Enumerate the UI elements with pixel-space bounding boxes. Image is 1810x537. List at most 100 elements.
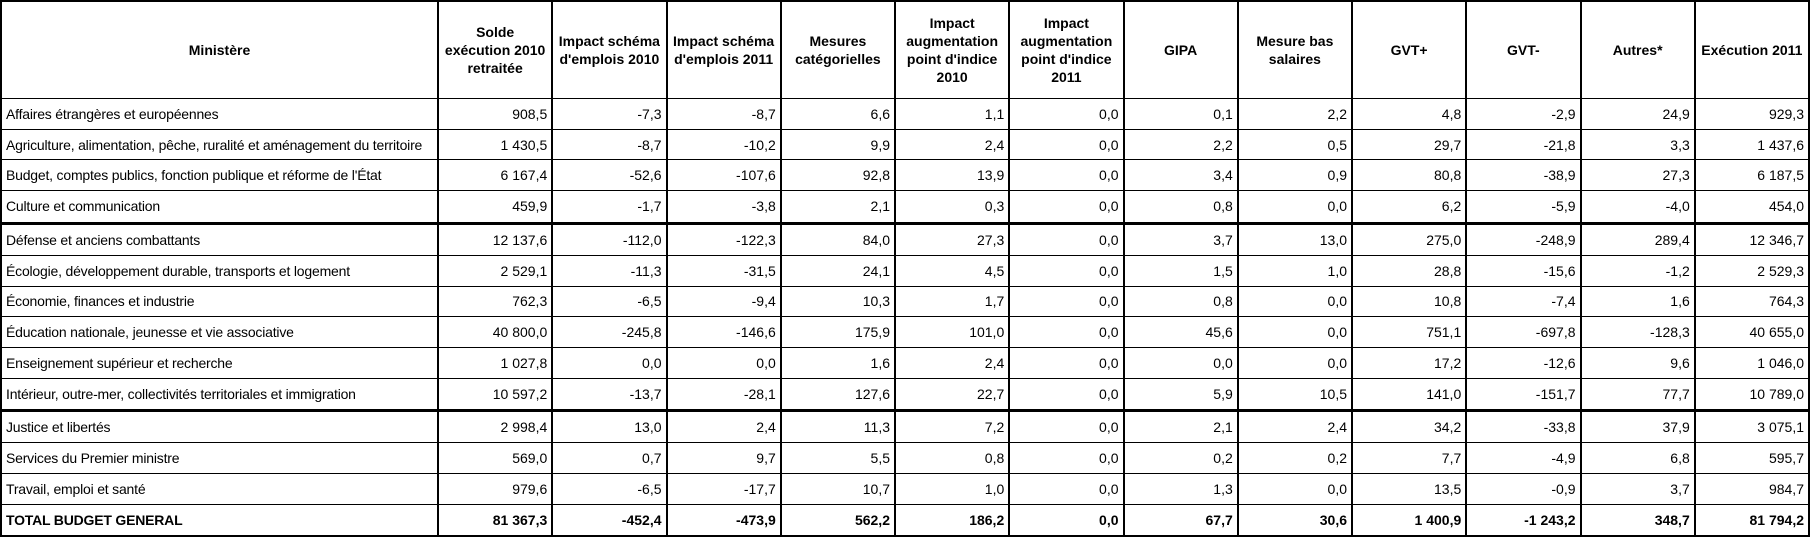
value-cell: -9,4 <box>665 285 782 318</box>
ministry-name-cell: Budget, comptes publics, fonction publiq… <box>0 159 439 192</box>
column-header-12: Exécution 2011 <box>1693 0 1810 99</box>
value-cell: 0,7 <box>551 442 668 475</box>
ministry-name-cell: Éducation nationale, jeunesse et vie ass… <box>0 316 439 348</box>
value-cell: 0,0 <box>665 347 782 379</box>
value-cell: 1,5 <box>1122 254 1239 287</box>
value-cell: 10 789,0 <box>1693 377 1810 413</box>
value-cell: 0,0 <box>1236 473 1354 505</box>
value-cell: 13,0 <box>551 410 668 444</box>
value-cell: -146,6 <box>665 316 782 348</box>
ministry-name-cell: Affaires étrangères et européennes <box>0 98 439 130</box>
value-cell: 0,0 <box>1008 347 1125 379</box>
value-cell: 1,0 <box>893 473 1011 505</box>
value-cell: 0,0 <box>1236 316 1354 348</box>
column-header-7: GIPA <box>1122 0 1239 99</box>
table-row: Éducation nationale, jeunesse et vie ass… <box>0 316 1810 348</box>
value-cell: -122,3 <box>665 222 782 256</box>
ministry-name-cell: Services du Premier ministre <box>0 442 439 475</box>
ministry-name-cell: Agriculture, alimentation, pêche, rurali… <box>0 128 439 161</box>
value-cell: -13,7 <box>551 377 668 413</box>
value-cell: -15,6 <box>1465 254 1582 287</box>
value-cell: 6 167,4 <box>436 159 554 192</box>
value-cell: -7,4 <box>1465 285 1582 318</box>
value-cell: 1,3 <box>1122 473 1239 505</box>
value-cell: -697,8 <box>1465 316 1582 348</box>
value-cell: 0,2 <box>1122 442 1239 475</box>
table-body: Affaires étrangères et européennes 908,5-… <box>0 98 1810 537</box>
value-cell: 2,4 <box>665 410 782 444</box>
value-cell: 84,0 <box>779 222 897 256</box>
value-cell: 454,0 <box>1693 190 1810 225</box>
value-cell: 0,0 <box>1008 98 1125 130</box>
value-cell: 0,0 <box>1236 285 1354 318</box>
value-cell: 7,7 <box>1350 442 1468 475</box>
value-cell: -248,9 <box>1465 222 1582 256</box>
value-cell: -31,5 <box>665 254 782 287</box>
value-cell: -473,9 <box>665 503 782 537</box>
table-row: Affaires étrangères et européennes 908,5-… <box>0 98 1810 130</box>
value-cell: 0,0 <box>1236 190 1354 225</box>
value-cell: 92,8 <box>779 159 897 192</box>
value-cell: 2 998,4 <box>436 410 554 444</box>
value-cell: -1,7 <box>551 190 668 225</box>
column-header-8: Mesure bas salaires <box>1236 0 1354 99</box>
ministry-name-cell: Enseignement supérieur et recherche <box>0 347 439 379</box>
value-cell: 28,8 <box>1350 254 1468 287</box>
value-cell: 1 430,5 <box>436 128 554 161</box>
value-cell: 0,2 <box>1236 442 1354 475</box>
value-cell: 2,1 <box>779 190 897 225</box>
value-cell: -11,3 <box>551 254 668 287</box>
table-row: Agriculture, alimentation, pêche, rurali… <box>0 128 1810 161</box>
value-cell: 929,3 <box>1693 98 1810 130</box>
value-cell: 0,0 <box>1008 128 1125 161</box>
value-cell: -2,9 <box>1465 98 1582 130</box>
value-cell: -33,8 <box>1465 410 1582 444</box>
value-cell: 0,8 <box>1122 190 1239 225</box>
value-cell: 45,6 <box>1122 316 1239 348</box>
value-cell: 13,0 <box>1236 222 1354 256</box>
column-header-4: Mesures catégorielles <box>779 0 897 99</box>
table-row: Services du Premier ministre 569,0 0,7 9,7 5… <box>0 442 1810 475</box>
ministry-name-cell: TOTAL BUDGET GENERAL <box>0 503 439 537</box>
value-cell: -4,9 <box>1465 442 1582 475</box>
value-cell: 0,3 <box>893 190 1011 225</box>
value-cell: 80,8 <box>1350 159 1468 192</box>
value-cell: -28,1 <box>665 377 782 413</box>
table-row: Intérieur, outre-mer, collectivités terr… <box>0 377 1810 413</box>
value-cell: 751,1 <box>1350 316 1468 348</box>
value-cell: 10,8 <box>1350 285 1468 318</box>
value-cell: 7,2 <box>893 410 1011 444</box>
table-row: Culture et communication 459,9 -1,7 -3,8 2,1… <box>0 190 1810 225</box>
table-row: Écologie, développement durable, transpo… <box>0 254 1810 287</box>
value-cell: -112,0 <box>551 222 668 256</box>
value-cell: -5,9 <box>1465 190 1582 225</box>
value-cell: 10,7 <box>779 473 897 505</box>
value-cell: 3,7 <box>1579 473 1696 505</box>
value-cell: 6,8 <box>1579 442 1696 475</box>
table-row: Défense et anciens combattants 12 137,6 -1… <box>0 222 1810 256</box>
value-cell: 12 346,7 <box>1693 222 1810 256</box>
value-cell: 0,0 <box>1008 503 1125 537</box>
value-cell: 984,7 <box>1693 473 1810 505</box>
value-cell: 2,4 <box>1236 410 1354 444</box>
value-cell: 569,0 <box>436 442 554 475</box>
value-cell: 175,9 <box>779 316 897 348</box>
value-cell: 0,8 <box>893 442 1011 475</box>
value-cell: 24,1 <box>779 254 897 287</box>
value-cell: 6,2 <box>1350 190 1468 225</box>
column-header-2: Impact schéma d'emplois 2010 <box>551 0 668 99</box>
table-row: Travail, emploi et santé 979,6 -6,5 -17,7 10… <box>0 473 1810 505</box>
value-cell: -10,2 <box>665 128 782 161</box>
value-cell: 1,6 <box>779 347 897 379</box>
value-cell: -107,6 <box>665 159 782 192</box>
value-cell: 0,0 <box>1236 347 1354 379</box>
value-cell: 348,7 <box>1579 503 1696 537</box>
table-row: Enseignement supérieur et recherche 1 027… <box>0 347 1810 379</box>
value-cell: -128,3 <box>1579 316 1696 348</box>
value-cell: 13,5 <box>1350 473 1468 505</box>
value-cell: -4,0 <box>1579 190 1696 225</box>
value-cell: 6,6 <box>779 98 897 130</box>
value-cell: 562,2 <box>779 503 897 537</box>
header-row: Ministère Solde exécution 2010 retraitée I… <box>0 0 1810 99</box>
value-cell: -452,4 <box>551 503 668 537</box>
